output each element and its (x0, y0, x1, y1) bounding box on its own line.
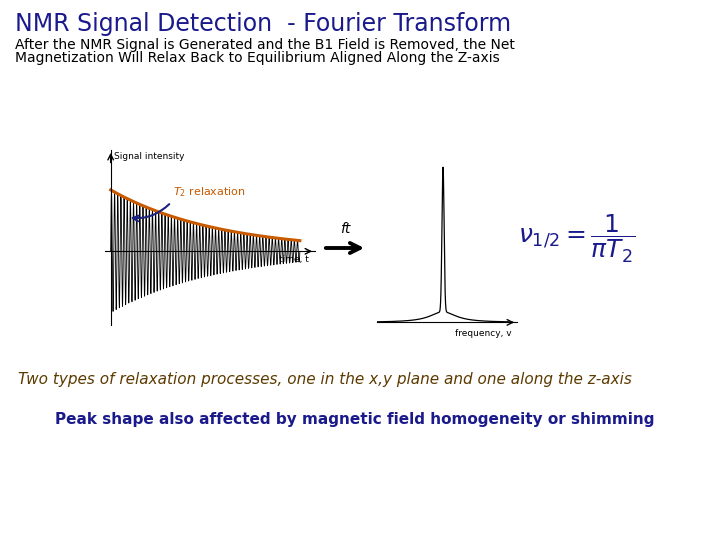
Text: Two types of relaxation processes, one in the x,y plane and one along the z-axis: Two types of relaxation processes, one i… (18, 372, 632, 387)
Text: ft: ft (340, 222, 350, 236)
Text: Signal intensity: Signal intensity (114, 152, 184, 161)
Text: time, t: time, t (279, 255, 310, 265)
Text: frequency, v: frequency, v (455, 329, 512, 338)
Text: $T_2$ relaxation: $T_2$ relaxation (173, 185, 246, 199)
Text: $\nu_{1/2} = \dfrac{1}{\pi T_2}$: $\nu_{1/2} = \dfrac{1}{\pi T_2}$ (518, 213, 636, 265)
Text: After the NMR Signal is Generated and the B1 Field is Removed, the Net: After the NMR Signal is Generated and th… (15, 38, 515, 52)
Text: Peak shape also affected by magnetic field homogeneity or shimming: Peak shape also affected by magnetic fie… (55, 412, 654, 427)
Text: Magnetization Will Relax Back to Equilibrium Aligned Along the Z-axis: Magnetization Will Relax Back to Equilib… (15, 51, 500, 65)
Text: NMR Signal Detection  - Fourier Transform: NMR Signal Detection - Fourier Transform (15, 12, 511, 36)
